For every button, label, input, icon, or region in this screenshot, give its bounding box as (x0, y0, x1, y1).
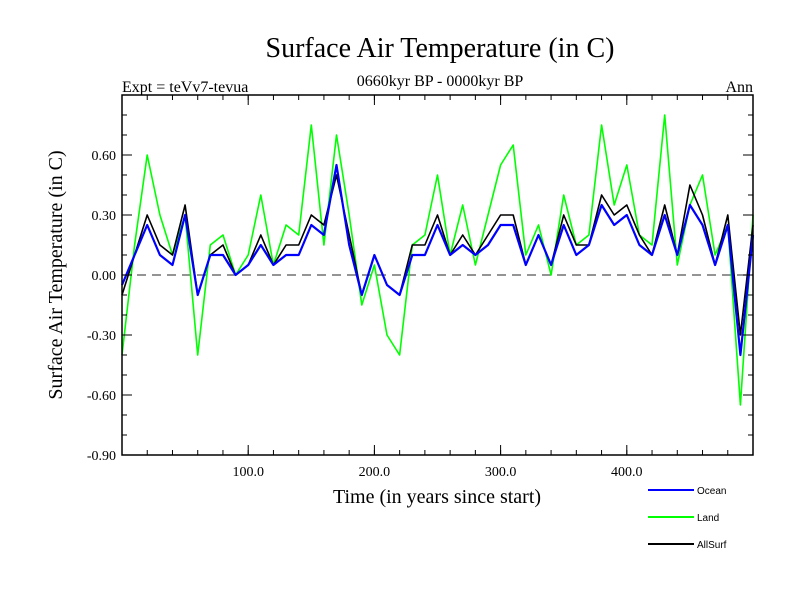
y-tick-label: 0.30 (92, 209, 117, 224)
y-tick-label: -0.60 (87, 389, 116, 404)
y-tick-label: -0.90 (87, 449, 116, 464)
y-tick-label: -0.30 (87, 329, 116, 344)
plot-area: -0.90 -0.60 -0.30 0.00 0.30 0.60 100.0 200.0 300… (87, 94, 755, 480)
x-tick-label: 400.0 (611, 465, 643, 480)
x-axis-label: Time (in years since start) (333, 486, 541, 508)
x-tick-label: 300.0 (485, 465, 517, 480)
legend: Ocean Land AllSurf (648, 486, 727, 551)
chart-subtitle: 0660kyr BP - 0000kyr BP (357, 73, 524, 90)
y-axis-label: Surface Air Temperature (in C) (45, 150, 67, 399)
chart-title: Surface Air Temperature (in C) (266, 33, 615, 64)
legend-label-land: Land (697, 513, 719, 524)
series-line-ocean (120, 163, 755, 357)
y-tick-label: 0.00 (92, 269, 117, 284)
x-tick-label: 200.0 (359, 465, 391, 480)
x-tick-label: 100.0 (232, 465, 264, 480)
experiment-label: Expt = teVv7-tevua (122, 79, 248, 96)
legend-label-allsurf: AllSurf (697, 540, 727, 551)
y-tick-label: 0.60 (92, 149, 117, 164)
series-line-allsurf (121, 174, 754, 336)
season-label: Ann (725, 79, 753, 96)
series-line-land (121, 114, 754, 406)
legend-label-ocean: Ocean (697, 486, 726, 497)
